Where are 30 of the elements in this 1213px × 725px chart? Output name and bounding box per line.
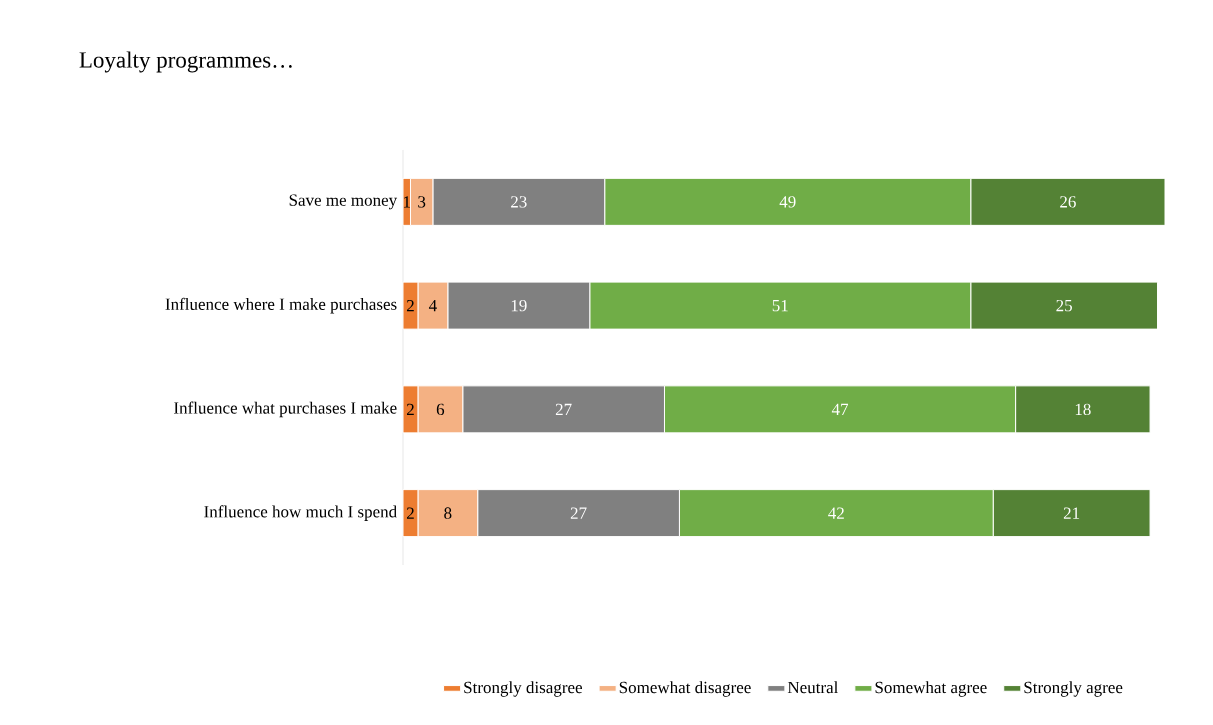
- y-tick-label: Save me money: [289, 194, 398, 210]
- legend-label: Strongly disagree: [464, 681, 582, 697]
- data-label: 1: [403, 196, 410, 208]
- data-label: 8: [444, 507, 452, 519]
- data-label: 51: [772, 299, 788, 312]
- text: Loyalty programmes…: [79, 51, 292, 73]
- data-label: 4: [428, 300, 437, 312]
- y-tick-label: Influence where I make purchases: [165, 297, 397, 314]
- data-label: 18: [1075, 403, 1091, 416]
- data-label: 25: [1056, 299, 1072, 312]
- data-label: 3: [418, 196, 426, 208]
- data-label: 23: [511, 196, 527, 208]
- data-label: 42: [828, 507, 844, 519]
- data-label: 47: [831, 403, 849, 415]
- data-label: 49: [779, 196, 796, 208]
- data-label: 26: [1060, 196, 1076, 208]
- legend-label: Somewhat disagree: [619, 681, 751, 697]
- y-tick-label: Influence what purchases I make: [174, 401, 397, 418]
- data-label: 27: [555, 403, 572, 415]
- legend-label: Neutral: [787, 681, 839, 694]
- data-label: 27: [570, 507, 587, 519]
- legend-label: Somewhat agree: [875, 681, 987, 697]
- legend-label: Strongly agree: [1024, 681, 1123, 697]
- data-label: 2: [406, 403, 414, 415]
- data-label: 2: [406, 299, 414, 312]
- y-tick-label: Influence how much I spend: [204, 505, 397, 521]
- data-label: 21: [1063, 507, 1080, 519]
- data-label: 6: [436, 403, 445, 416]
- data-label: 2: [406, 507, 414, 519]
- data-label: 19: [511, 299, 527, 312]
